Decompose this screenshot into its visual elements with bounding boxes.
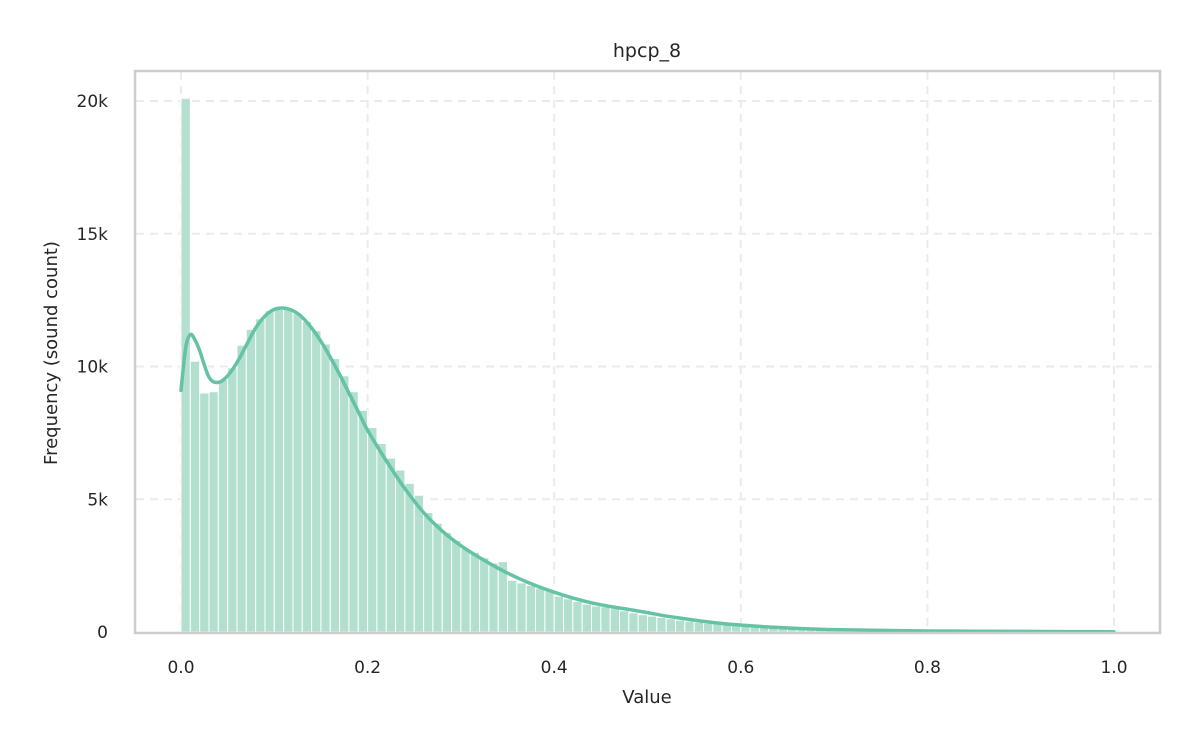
histogram-bar (489, 563, 498, 632)
histogram-bar (666, 619, 675, 632)
histogram-bar (293, 313, 302, 632)
histogram-bars (181, 98, 1114, 632)
x-axis-ticks: 0.0 0.2 0.4 0.6 0.8 1.0 (167, 658, 1127, 678)
x-axis-label: Value (622, 687, 671, 708)
histogram-bar (396, 470, 405, 632)
histogram-bar (461, 548, 470, 632)
histogram-bar (274, 309, 283, 632)
histogram-bar (545, 591, 554, 632)
histogram-bar (256, 319, 265, 632)
histogram-bar (657, 617, 666, 632)
histogram-bar (405, 483, 414, 632)
histogram-bar (190, 361, 199, 632)
histogram-bar (330, 359, 339, 632)
histogram-bar (377, 443, 386, 632)
histogram-bar (554, 596, 563, 632)
histogram-bar (685, 621, 694, 632)
histogram-bar (237, 345, 246, 632)
histogram-bar (265, 311, 274, 632)
histogram-bar (610, 609, 619, 632)
histogram-bar (480, 558, 489, 632)
chart-title: hpcp_8 (613, 40, 681, 62)
histogram-bar (452, 540, 461, 632)
histogram-bar (442, 532, 451, 632)
histogram-bar (694, 622, 703, 632)
histogram-bar (218, 380, 227, 632)
histogram-bar (582, 604, 591, 632)
histogram-bar (629, 613, 638, 632)
histogram-bar (648, 616, 657, 632)
histogram-bar (424, 513, 433, 632)
histogram-bar (321, 344, 330, 632)
histogram-bar (228, 368, 237, 632)
y-axis-ticks: 0 5k 10k 15k 20k (77, 92, 109, 643)
x-tick-label: 0.2 (354, 658, 381, 678)
x-tick-label: 0.4 (541, 658, 568, 678)
histogram-bar (573, 601, 582, 632)
histogram-bar (312, 331, 321, 632)
histogram-bar (349, 392, 358, 632)
histogram-bar (638, 615, 647, 632)
histogram-bar (433, 523, 442, 632)
histogram-bar (246, 329, 255, 632)
histogram-bar (517, 583, 526, 632)
y-tick-label: 15k (77, 225, 109, 245)
histogram-bar (526, 586, 535, 632)
y-tick-label: 0 (97, 623, 108, 643)
histogram-bar (302, 321, 311, 632)
histogram-bar (564, 599, 573, 632)
histogram-bar (713, 624, 722, 632)
histogram-bar (209, 392, 218, 632)
y-tick-label: 10k (77, 358, 109, 378)
x-tick-label: 1.0 (1100, 658, 1127, 678)
y-tick-label: 20k (77, 92, 109, 112)
histogram-bar (601, 607, 610, 632)
histogram-bar (620, 611, 629, 632)
histogram-bar (536, 588, 545, 632)
histogram-bar (284, 309, 293, 632)
x-tick-label: 0.8 (914, 658, 941, 678)
histogram-bar (508, 580, 517, 632)
histogram-bar (675, 620, 684, 632)
histogram-bar (340, 376, 349, 632)
histogram-bar (358, 410, 367, 632)
histogram-bar (592, 606, 601, 632)
histogram-bar (414, 495, 423, 632)
y-tick-label: 5k (87, 490, 108, 510)
histogram-bar (386, 458, 395, 632)
histogram-bar (470, 552, 479, 632)
x-tick-label: 0.6 (727, 658, 754, 678)
histogram-bar (368, 428, 377, 632)
y-axis-label: Frequency (sound count) (41, 241, 62, 465)
x-tick-label: 0.0 (167, 658, 194, 678)
histogram-bar (200, 393, 209, 632)
histogram-bar (703, 623, 712, 632)
